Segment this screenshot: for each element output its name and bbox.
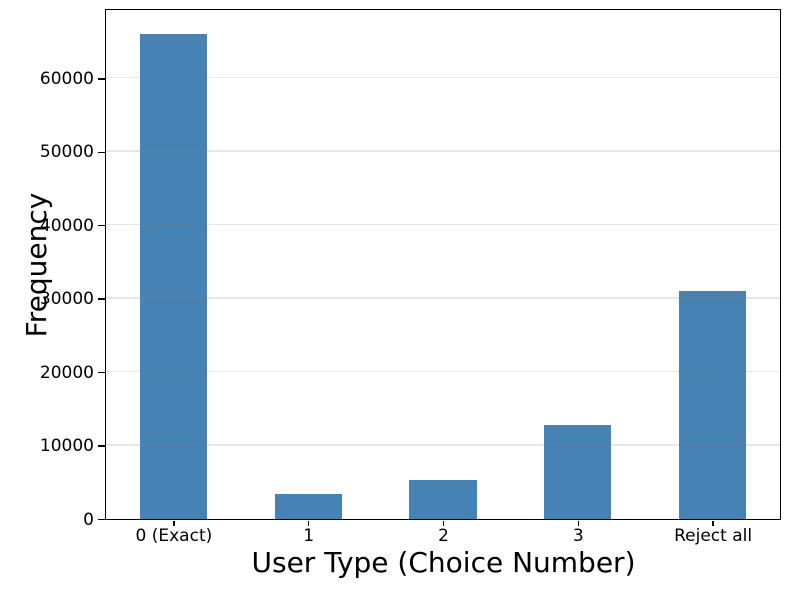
gridline	[106, 77, 780, 79]
bar-0 (Exact)	[139, 34, 208, 519]
x-tick-mark	[577, 520, 580, 526]
x-tick-label: 0 (Exact)	[135, 526, 213, 546]
y-tick-label: 10000	[39, 436, 94, 457]
x-tick-mark	[173, 520, 175, 526]
y-tick-label: 0	[83, 509, 94, 530]
y-tick-mark	[98, 518, 105, 521]
y-tick-mark	[98, 151, 105, 153]
y-tick-mark	[98, 445, 105, 447]
y-tick-label: 40000	[39, 215, 94, 236]
x-tick-label: 1	[303, 526, 315, 546]
y-tick-mark	[98, 78, 105, 80]
gridline	[106, 444, 780, 446]
y-tick-label: 30000	[39, 289, 94, 310]
x-tick-label: 3	[572, 526, 584, 546]
bar-2	[409, 480, 477, 519]
y-tick-mark	[98, 298, 105, 300]
gridline	[106, 297, 780, 299]
y-tick-label: 50000	[39, 142, 94, 163]
gridline	[106, 370, 780, 373]
y-tick-mark	[98, 224, 105, 227]
bar-1	[274, 494, 342, 519]
y-tick-label: 60000	[39, 68, 94, 89]
bar-3	[544, 425, 612, 519]
y-axis-label: Frequency	[20, 192, 53, 338]
y-tick-label: 20000	[39, 362, 94, 383]
x-tick-mark	[442, 520, 445, 526]
x-tick-mark	[712, 520, 714, 526]
bar-Reject all	[678, 291, 747, 519]
gridline	[106, 150, 780, 152]
x-tick-mark	[307, 520, 310, 526]
x-axis-label: User Type (Choice Number)	[251, 546, 636, 579]
x-tick-label: 2	[438, 526, 449, 546]
gridline	[106, 223, 780, 226]
y-tick-mark	[98, 371, 105, 374]
x-tick-label: Reject all	[674, 526, 753, 546]
plot-area	[105, 9, 781, 520]
